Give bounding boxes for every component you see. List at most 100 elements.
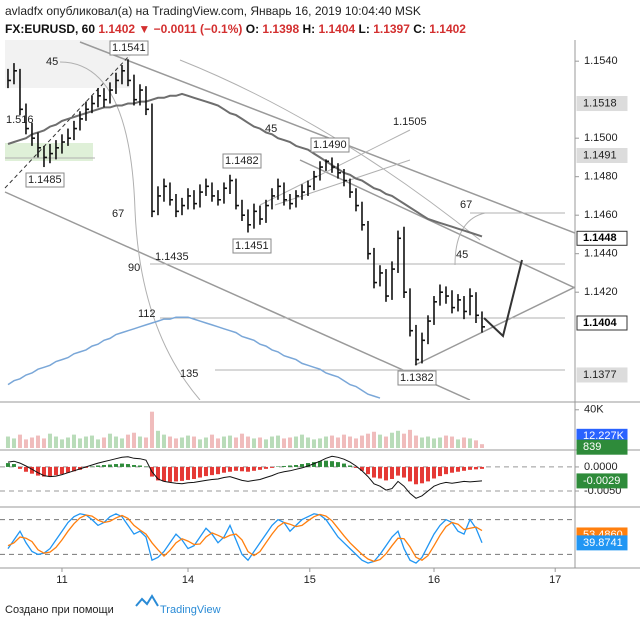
volume-bar [257, 437, 262, 448]
macd-bar [11, 464, 16, 467]
annotation-box [222, 153, 262, 169]
price-badge [576, 315, 628, 331]
fib-arc [179, 59, 481, 241]
volume-bar [299, 434, 304, 448]
annotation: 1.1541 [112, 42, 146, 54]
macd-bar [467, 466, 472, 470]
macd-bar [17, 466, 22, 469]
volume-bar [269, 436, 274, 448]
macd-bar [455, 466, 460, 472]
x-tick-label: 11 [56, 574, 67, 586]
price-badge-label: 1.1404 [583, 317, 618, 329]
price-badge [576, 148, 628, 164]
volume-bar [215, 438, 220, 448]
x-tick-label: 17 [549, 574, 561, 586]
macd-bar [323, 460, 328, 467]
volume-bar [107, 433, 112, 448]
annotation: 1.1485 [28, 174, 62, 186]
macd-bar [35, 466, 40, 476]
channel-line [414, 286, 575, 366]
volume-bar [137, 436, 142, 448]
macd-bar [185, 466, 190, 480]
fib-arc [59, 61, 201, 400]
panel [0, 455, 575, 499]
annotation: 1.1490 [313, 139, 347, 151]
price-badge-label: 1.1518 [583, 97, 617, 109]
macd-bar [41, 466, 46, 477]
volume-bar [467, 438, 472, 448]
symbol-part: 1.1398 [262, 22, 299, 36]
macd-bar [161, 466, 166, 482]
macd-bar [389, 466, 394, 479]
macd-bar [425, 466, 430, 482]
symbol-part: L: [359, 22, 370, 36]
volume-bar [455, 439, 460, 448]
volume-bar [389, 432, 394, 448]
volume-bar [227, 435, 232, 448]
annotation-box [109, 40, 149, 56]
volume-bar [425, 436, 430, 448]
panel [0, 513, 575, 564]
volume-bar [263, 439, 268, 448]
macd-bar [269, 466, 274, 468]
volume-bar [281, 438, 286, 448]
symbol-part: 1.1404 [318, 22, 355, 36]
volume-bar [479, 444, 484, 448]
macd-bar [95, 465, 100, 467]
y-tick-label: 0.0000 [584, 461, 618, 473]
channel-line [4, 191, 471, 400]
annotation-box [310, 137, 350, 153]
price-badge-label: 839 [583, 441, 601, 453]
macd-bar [473, 466, 478, 470]
y-tick-label: 1.1480 [584, 171, 618, 183]
volume-bar [383, 436, 388, 448]
macd-bar [287, 465, 292, 467]
volume-bar [83, 436, 88, 448]
volume-bar [197, 439, 202, 448]
volume-bar [119, 438, 124, 448]
macd-bar [413, 466, 418, 485]
volume-bar [401, 433, 406, 448]
volume-bar [29, 437, 34, 448]
volume-bar [275, 435, 280, 448]
volume-bar [335, 437, 340, 448]
macd-bar [359, 466, 364, 471]
volume-bar [443, 435, 448, 448]
volume-bar [149, 411, 154, 448]
volume-bar [161, 434, 166, 448]
macd-bar [131, 465, 136, 467]
annotation-box [25, 172, 65, 188]
symbol-part: ▼ [138, 22, 150, 36]
macd-bar [449, 466, 454, 473]
macd-bar [257, 466, 262, 470]
volume-bar [41, 438, 46, 448]
annotation: 1.1505 [393, 116, 427, 128]
volume-bar [473, 440, 478, 448]
price-badge-label: 1.1491 [583, 149, 617, 161]
annotation: 45 [46, 56, 58, 68]
brand[interactable]: TradingView [160, 604, 221, 616]
volume-bar [203, 437, 208, 448]
macd-bar [47, 466, 52, 477]
macd-bar [53, 466, 58, 476]
macd-bar [365, 466, 370, 475]
trend-line [4, 54, 131, 189]
macd-bar [431, 466, 436, 479]
volume-bar [131, 432, 136, 448]
volume-bar [245, 436, 250, 448]
price-badge-label: 1.1377 [583, 369, 617, 381]
y-tick-label: 40K [584, 404, 604, 416]
price-badge-label: -0.0029 [583, 475, 620, 487]
volume-bar [221, 436, 226, 448]
volume-bar [437, 437, 442, 448]
macd-bar [311, 462, 316, 467]
volume-bar [65, 437, 70, 448]
series-line [7, 316, 381, 399]
volume-bar [371, 431, 376, 448]
volume-bar [461, 437, 466, 448]
annotation: 45 [456, 249, 468, 261]
volume-bar [323, 436, 328, 448]
macd-bar [347, 465, 352, 467]
macd-bar [329, 461, 334, 467]
macd-bar [341, 463, 346, 467]
